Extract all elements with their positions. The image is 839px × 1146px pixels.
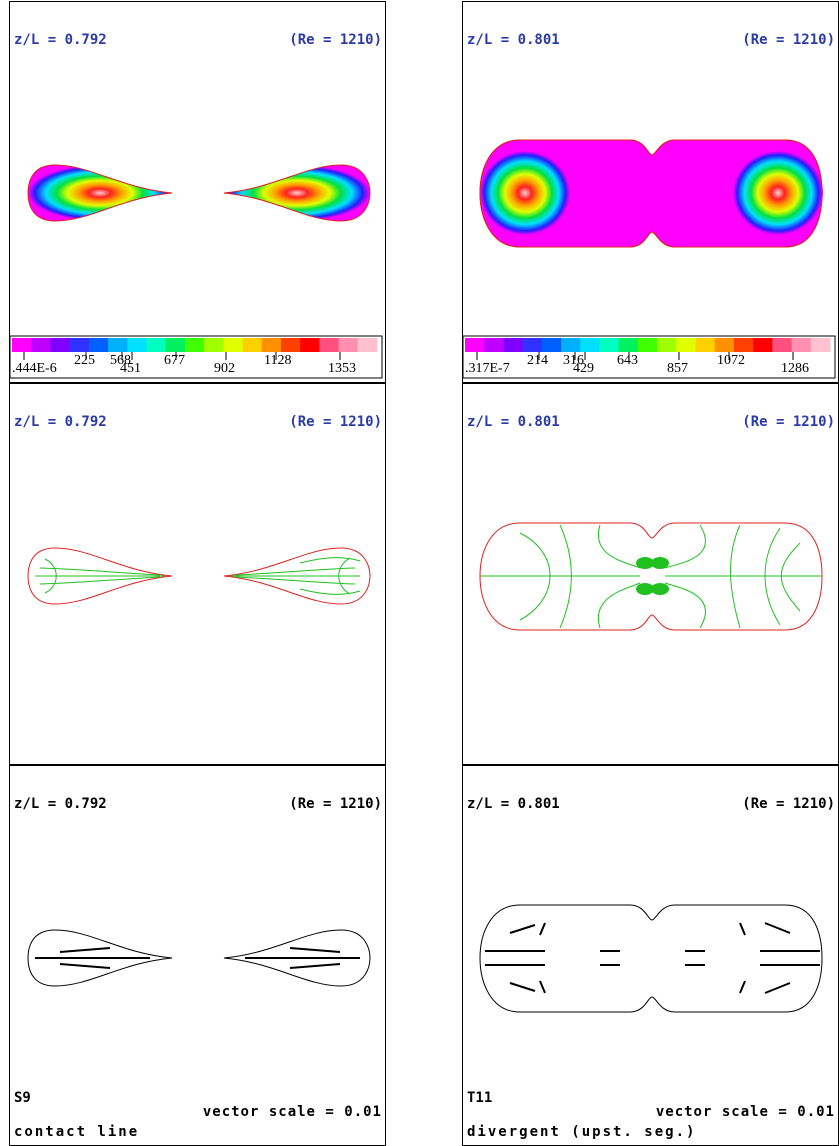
- vector-scale: vector scale = 0.01: [656, 1104, 835, 1120]
- panel-title: z/L = 0.792: [14, 414, 107, 430]
- streamlines: [27, 522, 823, 631]
- caption: contact line: [14, 1124, 139, 1140]
- colorbar-frame: [462, 335, 836, 379]
- colorbar-label: 677: [164, 353, 185, 368]
- colorbar-swatch: [184, 338, 205, 352]
- reynolds-label: (Re = 1210): [742, 796, 835, 812]
- colorbar-swatch: [561, 338, 581, 352]
- colorbar-label: 568: [110, 353, 131, 368]
- colorbar-swatch: [484, 338, 504, 352]
- colorbar-label: 1353: [328, 361, 356, 376]
- case-code: T11: [467, 1090, 492, 1106]
- colorbar-label: 316: [563, 353, 584, 368]
- panel-title: z/L = 0.801: [467, 796, 560, 812]
- colorbar-swatch: [69, 338, 90, 352]
- colorbar-swatch: [637, 338, 658, 352]
- colorbar-swatch: [108, 338, 128, 352]
- colorbar-swatch: [599, 338, 620, 352]
- colorbar-swatch: [300, 338, 320, 352]
- colorbar-swatch: [676, 338, 697, 352]
- caption: divergent (upst. seg.): [467, 1124, 696, 1140]
- colorbar-swatch: [127, 338, 147, 352]
- colorbar-swatch: [695, 338, 716, 352]
- reynolds-label: (Re = 1210): [289, 32, 382, 48]
- colorbar-label: 643: [617, 353, 638, 368]
- colorbar-swatch: [714, 338, 735, 352]
- colorbar-swatch: [50, 338, 71, 352]
- colorbar-label: 429: [573, 361, 594, 376]
- colorbar-label: 857: [667, 361, 688, 376]
- field-fill: [27, 139, 823, 248]
- colorbar-label: 1072: [717, 353, 745, 368]
- colorbar-swatch: [223, 338, 244, 352]
- colorbar-swatch: [165, 338, 186, 352]
- colorbar-swatch: [772, 338, 793, 352]
- colorbar-frame: [9, 335, 383, 379]
- colorbar-label: 225: [74, 353, 95, 368]
- colorbar-swatch: [204, 338, 224, 352]
- vectors: [27, 904, 823, 1013]
- colorbar-swatch: [357, 338, 378, 352]
- panel-title: z/L = 0.792: [14, 796, 107, 812]
- colorbar-swatch: [12, 338, 32, 352]
- case-code: S9: [14, 1090, 31, 1106]
- colorbar-swatch: [88, 338, 109, 352]
- colorbar-swatch: [503, 338, 524, 352]
- colorbar-label: .444E-6: [12, 361, 57, 376]
- colorbar-label: 1286: [781, 361, 809, 376]
- colorbar-swatch: [280, 338, 301, 352]
- reynolds-label: (Re = 1210): [742, 32, 835, 48]
- colorbar-label: 902: [214, 361, 235, 376]
- reynolds-label: (Re = 1210): [289, 414, 382, 430]
- colorbar-swatch: [31, 338, 51, 352]
- panel-title: z/L = 0.792: [14, 32, 107, 48]
- colorbar-swatch: [465, 338, 485, 352]
- colorbar-swatch: [657, 338, 677, 352]
- colorbar-swatch: [319, 338, 340, 352]
- vector-scale: vector scale = 0.01: [203, 1104, 382, 1120]
- colorbar-swatch: [618, 338, 639, 352]
- colorbar-swatch: [580, 338, 600, 352]
- colorbar-label: 451: [120, 361, 141, 376]
- colorbar-swatch: [541, 338, 562, 352]
- colorbar-label: .317E-7: [465, 361, 510, 376]
- colorbar-swatch: [146, 338, 167, 352]
- colorbar-swatch: [261, 338, 282, 352]
- colorbar-swatch: [338, 338, 359, 352]
- reynolds-label: (Re = 1210): [742, 414, 835, 430]
- panel-title: z/L = 0.801: [467, 32, 560, 48]
- colorbar-swatch: [733, 338, 754, 352]
- colorbar-swatch: [753, 338, 773, 352]
- colorbar-label: 1128: [264, 353, 291, 368]
- colorbar-swatch: [242, 338, 263, 352]
- colorbar-swatch: [791, 338, 812, 352]
- colorbar-swatch: [522, 338, 543, 352]
- panel-title: z/L = 0.801: [467, 414, 560, 430]
- colorbar-swatch: [810, 338, 831, 352]
- reynolds-label: (Re = 1210): [289, 796, 382, 812]
- colorbar-label: 214: [527, 353, 548, 368]
